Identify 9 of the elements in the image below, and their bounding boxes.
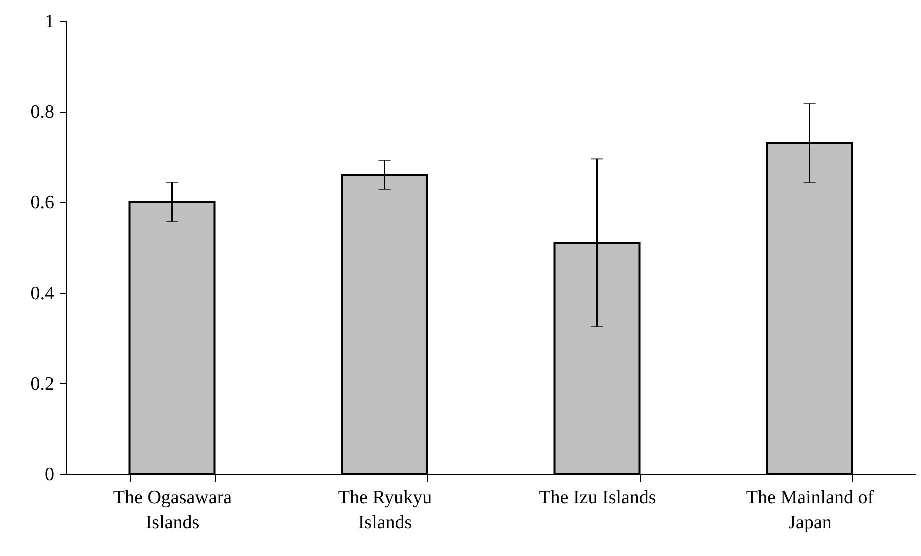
y-tick-label: 0.4 <box>30 283 55 304</box>
y-tick-label: 0.2 <box>30 374 54 395</box>
x-tick-label: The Izu Islands <box>539 488 656 508</box>
y-tick-label: 0 <box>45 464 54 486</box>
x-tick-label: The Ryukyu Islands <box>338 488 433 534</box>
y-tick-label: 1 <box>45 12 54 32</box>
x-tick-label: The Ogasawara Islands <box>113 488 233 534</box>
y-tick-label: 0.6 <box>30 192 54 214</box>
y-tick-label: 0.8 <box>30 102 54 124</box>
